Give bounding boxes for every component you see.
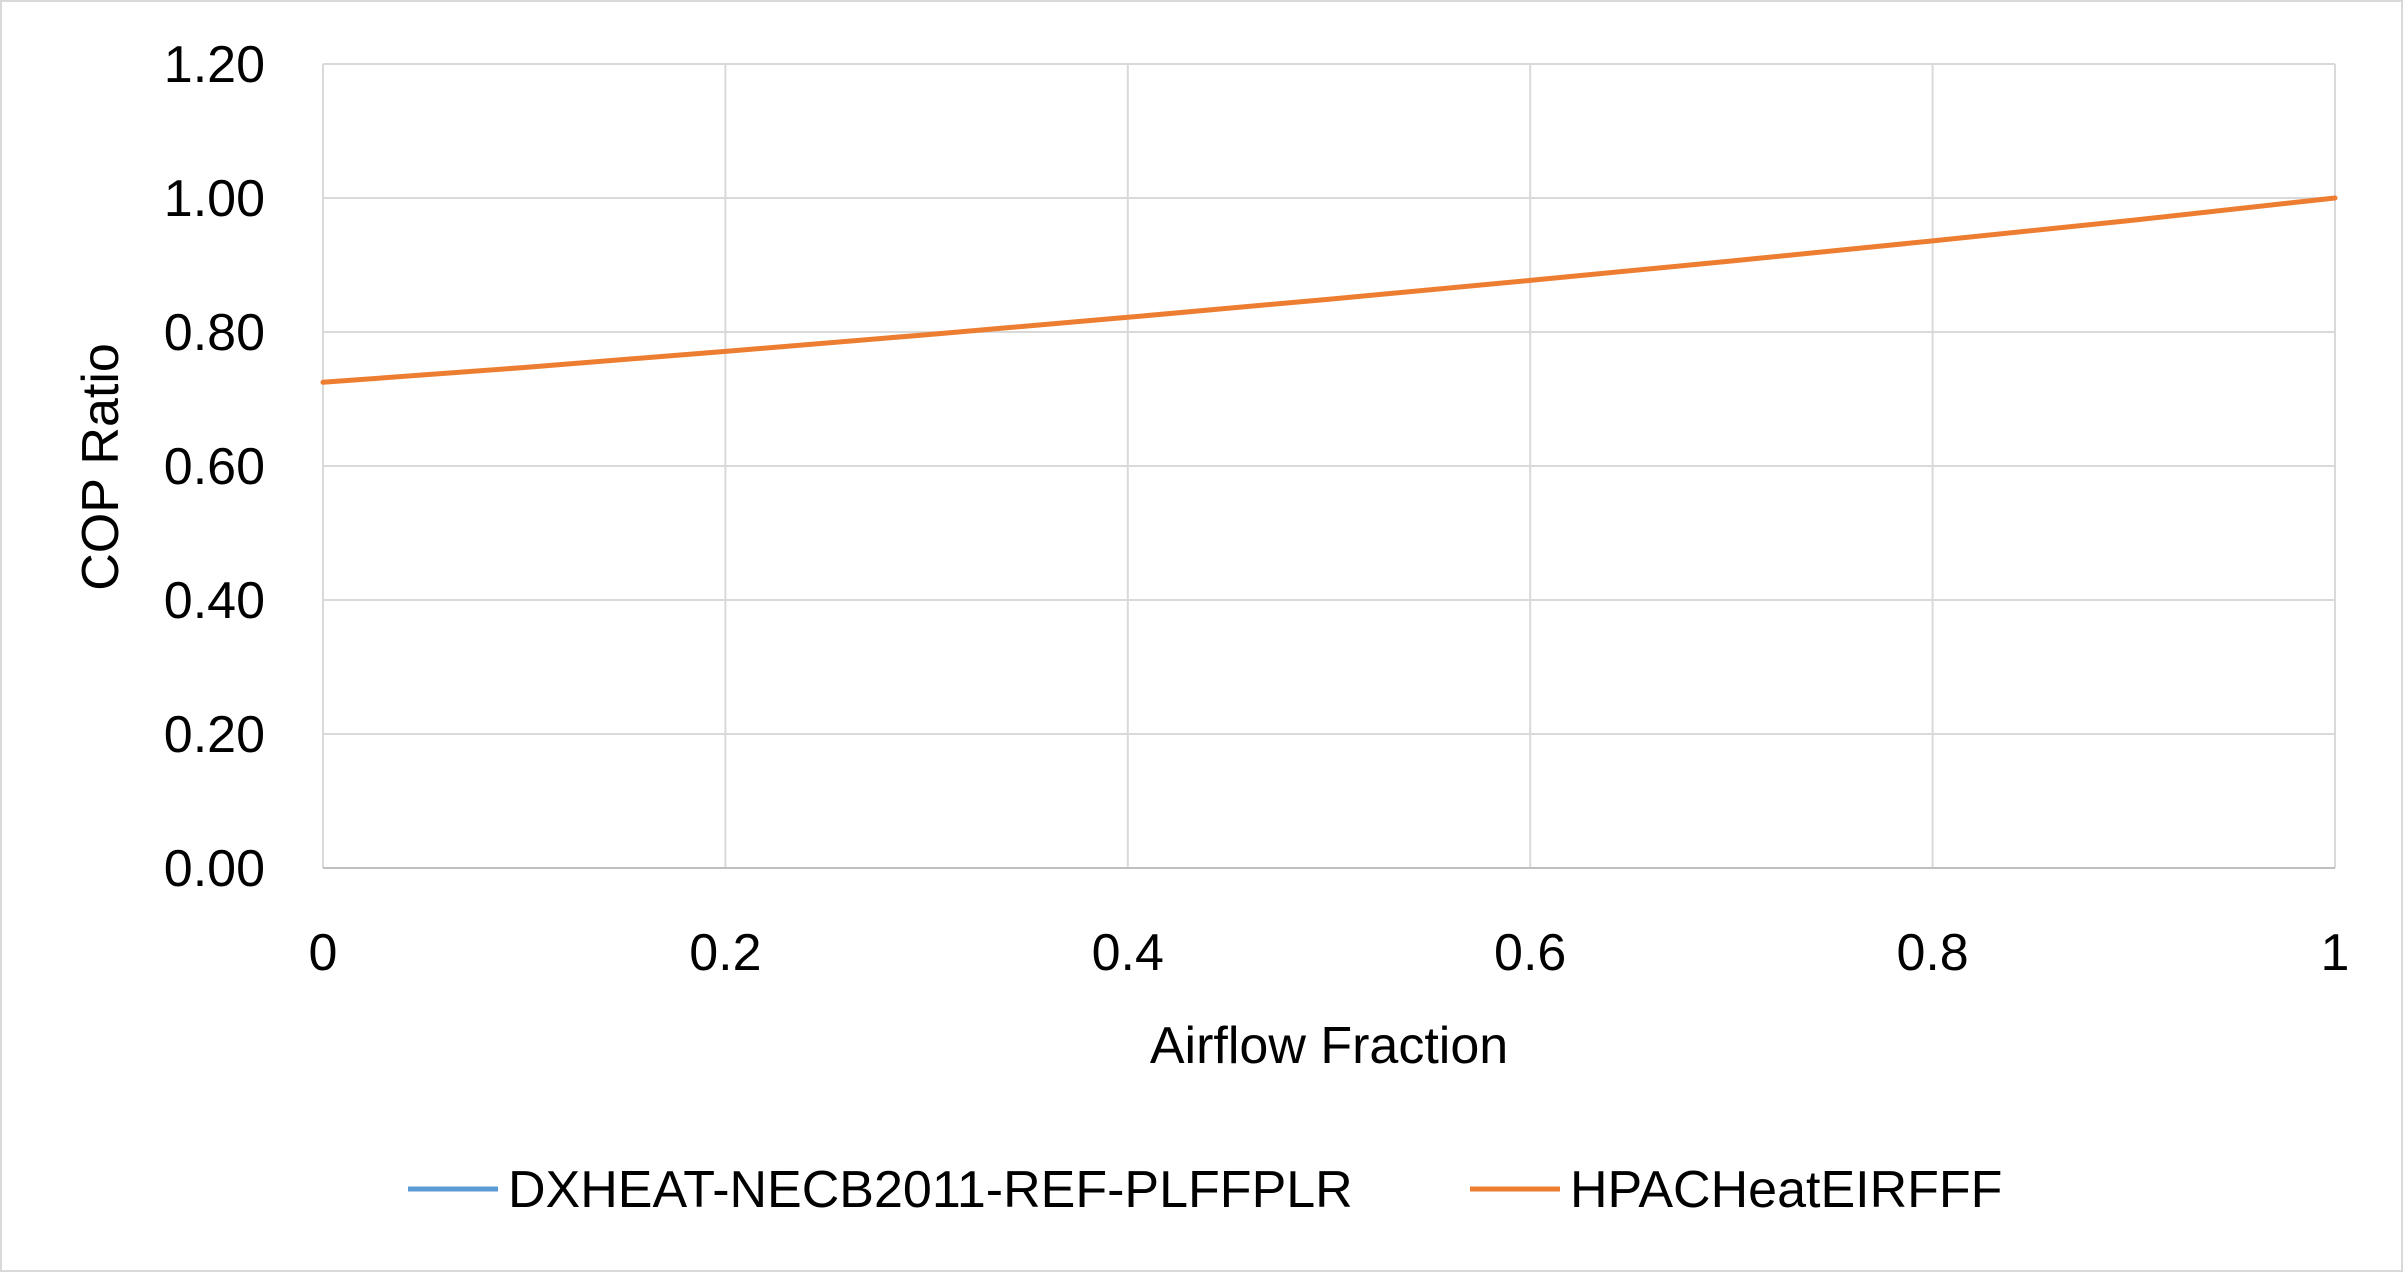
x-tick-label: 0.6 <box>1494 924 1566 982</box>
x-tick-label: 0.2 <box>689 924 761 982</box>
legend-label-1: HPACHeatEIRFFF <box>1570 1161 2002 1219</box>
y-tick-label: 0.60 <box>164 438 265 496</box>
y-tick-label: 0.20 <box>164 706 265 764</box>
grid <box>322 63 2336 868</box>
x-axis-title: Airflow Fraction <box>1150 1017 1508 1075</box>
legend: DXHEAT-NECB2011-REF-PLFFPLR HPACHeatEIRFF… <box>408 1161 2002 1219</box>
y-axis-title: COP Ratio <box>72 343 130 591</box>
x-tick-label: 0.8 <box>1896 924 1968 982</box>
legend-label-0: DXHEAT-NECB2011-REF-PLFFPLR <box>508 1161 1353 1219</box>
y-tick-label: 0.80 <box>164 304 265 362</box>
y-tick-labels: 0.00 0.20 0.40 0.60 0.80 1.00 1.20 <box>164 36 265 898</box>
series-lines <box>320 195 2338 385</box>
y-tick-label: 1.00 <box>164 170 265 228</box>
x-tick-label: 0.4 <box>1092 924 1164 982</box>
x-tick-labels: 0 0.2 0.4 0.6 0.8 1 <box>309 924 2350 982</box>
x-tick-label: 0 <box>309 924 338 982</box>
y-tick-label: 1.20 <box>164 36 265 94</box>
x-tick-label: 1 <box>2321 924 2350 982</box>
y-tick-label: 0.40 <box>164 572 265 630</box>
series-line-1 <box>320 195 2338 385</box>
y-tick-label: 0.00 <box>164 840 265 898</box>
